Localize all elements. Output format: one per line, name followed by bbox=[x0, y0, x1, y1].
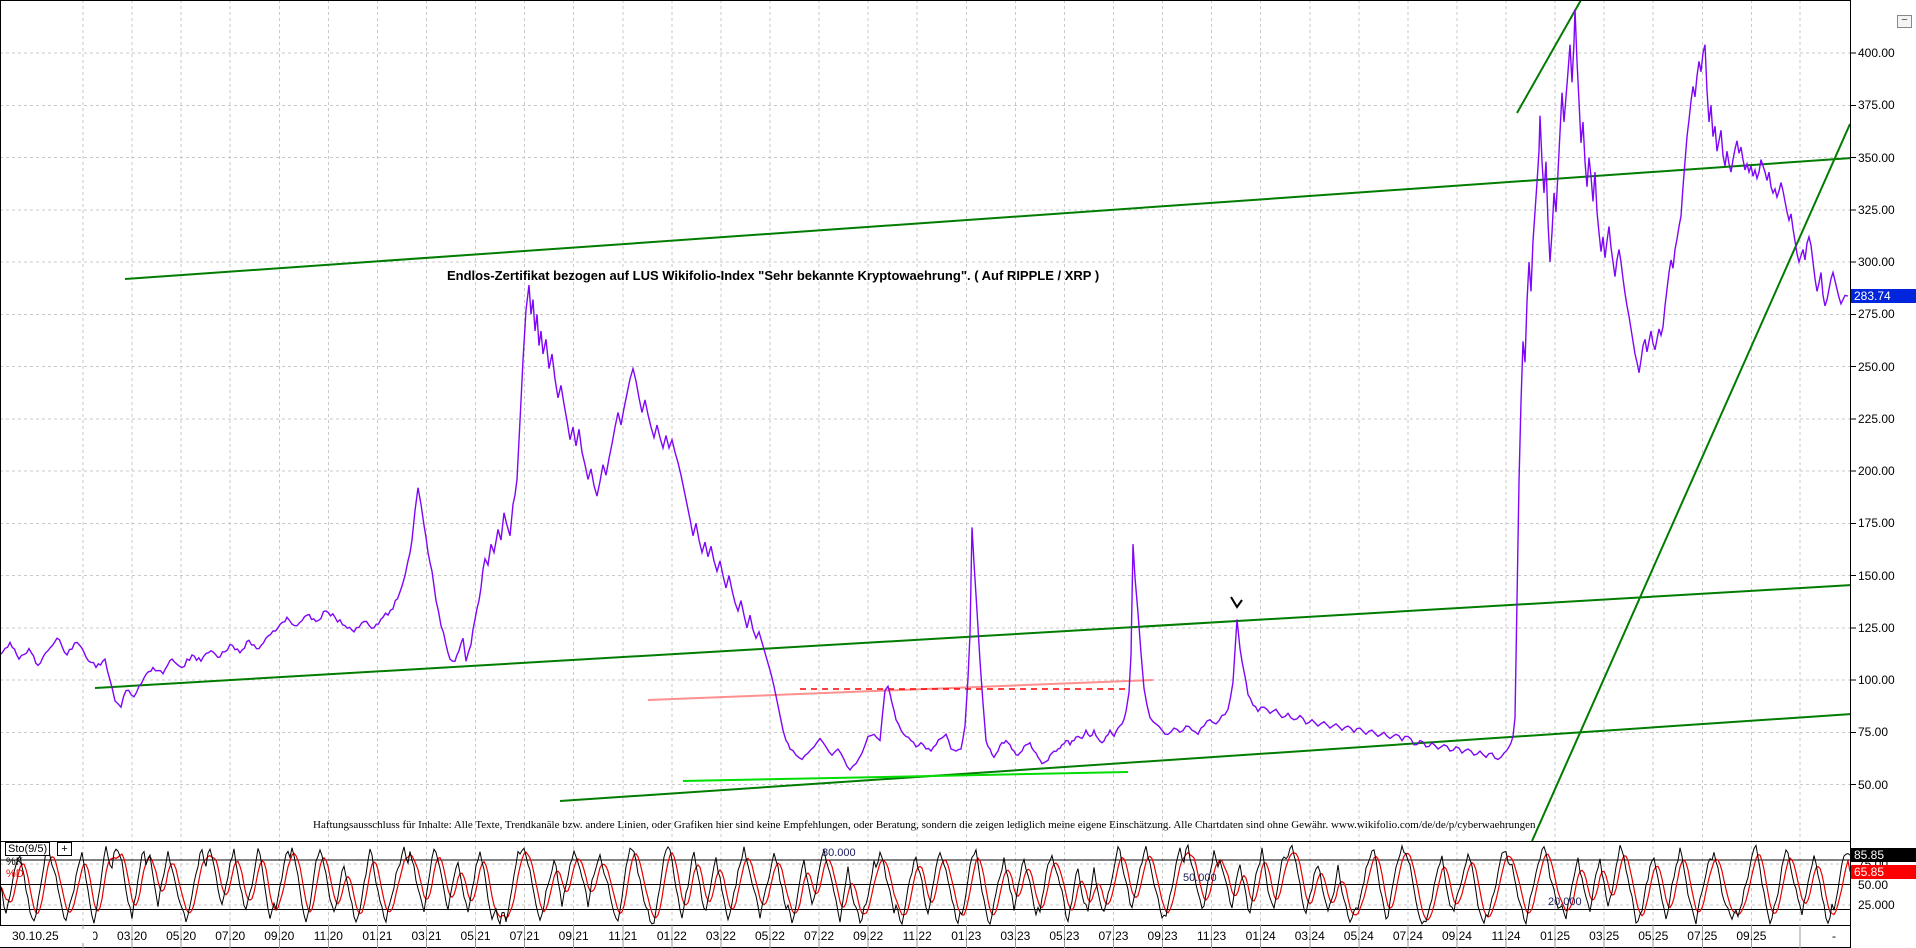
chart-title: Endlos-Zertifikat bezogen auf LUS Wikifo… bbox=[447, 268, 1100, 283]
x-axis-label: 11.23 bbox=[1197, 929, 1227, 943]
y-axis-label: 50.00 bbox=[1858, 777, 1889, 792]
x-axis-label: 11.24 bbox=[1491, 929, 1521, 943]
y-axis-label: 175.00 bbox=[1858, 516, 1895, 531]
x-axis-label: 05.20 bbox=[166, 929, 197, 943]
y-axis-label: 200.00 bbox=[1858, 464, 1895, 478]
y-axis-label: 100.00 bbox=[1858, 673, 1895, 687]
x-axis-label: 03.21 bbox=[411, 929, 442, 943]
x-axis-label: 11.21 bbox=[608, 929, 638, 943]
sto-k-line bbox=[0, 843, 1850, 925]
sto-level-label: 50.000 bbox=[1183, 871, 1217, 884]
y-axis-label: 275.00 bbox=[1858, 307, 1895, 322]
y-axis-label: 250.00 bbox=[1858, 359, 1895, 374]
sto-level-label: 20.000 bbox=[1548, 896, 1582, 909]
disclaimer-text: Haftungsausschluss für Inhalte: Alle Tex… bbox=[313, 819, 1536, 831]
x-axis-label: 03.20 bbox=[117, 929, 148, 943]
y-axis-label: 375.00 bbox=[1858, 98, 1895, 113]
x-axis-label: 03.24 bbox=[1294, 929, 1325, 943]
salmon-resistance bbox=[647, 679, 1154, 701]
bright-green-support bbox=[682, 771, 1129, 782]
x-axis-label: 05.21 bbox=[460, 929, 491, 943]
x-axis-label: 09.21 bbox=[558, 929, 589, 943]
y-axis-label: 125.00 bbox=[1858, 620, 1895, 635]
y-axis-label: 350.00 bbox=[1858, 150, 1895, 165]
long-support-line bbox=[94, 584, 1850, 689]
y-axis-label: 325.00 bbox=[1858, 202, 1895, 217]
sto-d-line bbox=[0, 851, 1850, 921]
x-axis-label: 03.25 bbox=[1589, 929, 1620, 943]
x-axis-label: 07.23 bbox=[1098, 929, 1129, 943]
x-axis-label: 09.20 bbox=[264, 929, 295, 943]
short-steep-line bbox=[1516, 0, 1582, 114]
x-axis-label: 09.24 bbox=[1441, 929, 1472, 943]
x-axis-label: 11.22 bbox=[902, 929, 932, 943]
x-axis-label: 01.23 bbox=[951, 929, 982, 943]
x-axis-label: 09.23 bbox=[1147, 929, 1178, 943]
x-axis-label: 01.25 bbox=[1540, 929, 1571, 943]
y-axis-label: 400.00 bbox=[1858, 46, 1895, 60]
lower-support-line bbox=[559, 713, 1850, 802]
minimize-pane-button[interactable]: − bbox=[1897, 15, 1912, 28]
x-axis-label: 05.23 bbox=[1049, 929, 1080, 943]
x-axis-label: 01.21 bbox=[362, 929, 393, 943]
x-axis-label: 05.24 bbox=[1343, 929, 1374, 943]
x-axis-label: 07.20 bbox=[215, 929, 246, 943]
sto-k-value-marker: 85.85 bbox=[1851, 848, 1916, 862]
y-axis-label: 150.00 bbox=[1858, 568, 1895, 583]
x-axis-label: 07.25 bbox=[1687, 929, 1718, 943]
x-axis-label: 03.22 bbox=[705, 929, 736, 943]
sto-axis-label: 25.000 bbox=[1858, 898, 1895, 913]
sto-k-legend: %K bbox=[6, 856, 24, 868]
price-line bbox=[0, 9, 1849, 772]
x-axis-label: 03.23 bbox=[1000, 929, 1031, 943]
sto-level-label: 80.000 bbox=[822, 846, 856, 859]
x-axis-label: 09.22 bbox=[853, 929, 884, 943]
sto-d-legend: %D bbox=[6, 868, 24, 880]
x-axis-label: 07.22 bbox=[804, 929, 835, 943]
x-axis-label: 01.24 bbox=[1245, 929, 1276, 943]
upper-channel-line bbox=[124, 157, 1850, 280]
x-axis-label: 09.25 bbox=[1736, 929, 1767, 943]
x-axis-end-dash: - bbox=[1832, 929, 1836, 943]
trendline-touch-mark bbox=[1230, 596, 1243, 609]
x-axis-label: 05.22 bbox=[754, 929, 785, 943]
current-price-marker: 283.74 bbox=[1851, 289, 1916, 303]
sto-axis-label: 50.00 bbox=[1858, 877, 1889, 892]
x-axis-label: 05.25 bbox=[1638, 929, 1669, 943]
x-axis-label: 01.22 bbox=[656, 929, 687, 943]
sto-d-value-marker: 65.85 bbox=[1851, 865, 1916, 879]
y-axis-label: 225.00 bbox=[1858, 411, 1895, 426]
x-axis-label: 07.24 bbox=[1392, 929, 1423, 943]
sto-expand-button[interactable]: + bbox=[57, 842, 72, 856]
y-axis-label: 75.00 bbox=[1858, 725, 1889, 740]
x-axis-label: 07.21 bbox=[509, 929, 540, 943]
x-axis-start-date: 30.10.25 bbox=[0, 929, 93, 943]
y-axis-label: 300.00 bbox=[1858, 255, 1895, 269]
steep-uptrend-line bbox=[1531, 123, 1850, 841]
sto-indicator-label[interactable]: Sto(9/5) bbox=[5, 842, 51, 856]
x-axis-label: 11.20 bbox=[313, 929, 343, 943]
